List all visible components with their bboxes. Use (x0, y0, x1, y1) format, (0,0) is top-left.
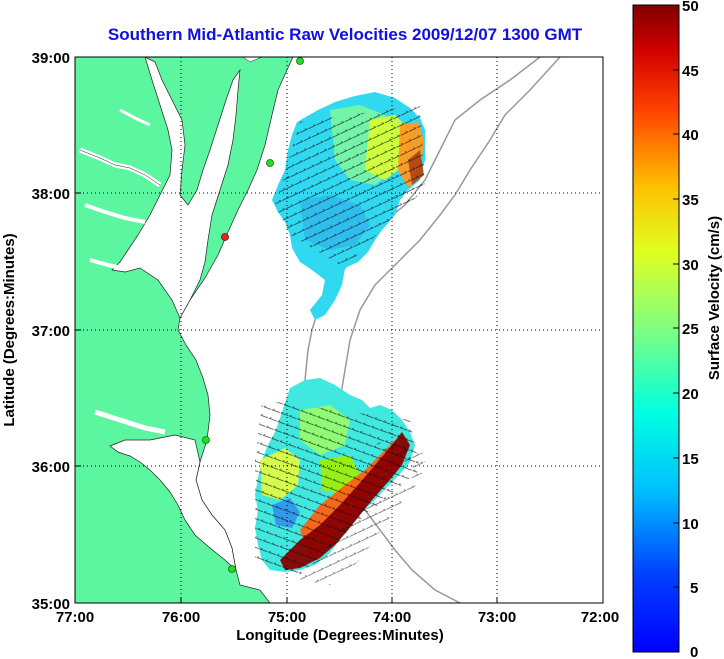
x-axis-label: Longitude (Degrees:Minutes) (236, 627, 444, 644)
colorbar (632, 4, 680, 653)
colorbar-tick: 40 (682, 127, 699, 144)
graticule (75, 57, 603, 603)
colorbar-tick: 30 (682, 257, 699, 274)
x-tick-label: 72:00 (581, 609, 619, 626)
station-marker (266, 159, 274, 167)
x-tick-label: 74:00 (373, 609, 411, 626)
y-tick-label: 39:00 (32, 50, 70, 67)
station-marker (296, 57, 304, 65)
y-axis-label: Latitude (Degrees:Minutes) (1, 233, 18, 426)
y-tick-label: 36:00 (32, 459, 70, 476)
station-marker (202, 436, 210, 444)
chesapeake-bay (111, 57, 241, 319)
colorbar-label: Surface Velocity (cm/s) (706, 216, 723, 380)
colorbar-tick: 35 (682, 192, 699, 209)
colorbar-tick: 45 (682, 63, 699, 80)
map-title: Southern Mid-Atlantic Raw Velocities 200… (108, 25, 583, 44)
colorbar-tick: 10 (682, 516, 699, 533)
colorbar-tick: 20 (682, 386, 699, 403)
x-tick-label: 75:00 (268, 609, 306, 626)
pamlico-sound (109, 434, 237, 571)
y-tick-label: 38:00 (32, 186, 70, 203)
colorbar-tick: 50 (682, 0, 699, 15)
station-marker (228, 565, 236, 573)
x-tick-label: 77:00 (56, 609, 94, 626)
colorbar-tick: 25 (682, 321, 699, 338)
colorbar-tick: 5 (690, 580, 698, 597)
colorbar-tick: 15 (682, 451, 699, 468)
x-tick-label: 76:00 (162, 609, 200, 626)
map-plot-area (75, 57, 603, 603)
x-tick-label: 73:00 (478, 609, 516, 626)
y-tick-label: 35:00 (32, 596, 70, 613)
station-marker (221, 233, 229, 241)
y-tick-label: 37:00 (32, 323, 70, 340)
colorbar-tick: 0 (690, 644, 698, 659)
